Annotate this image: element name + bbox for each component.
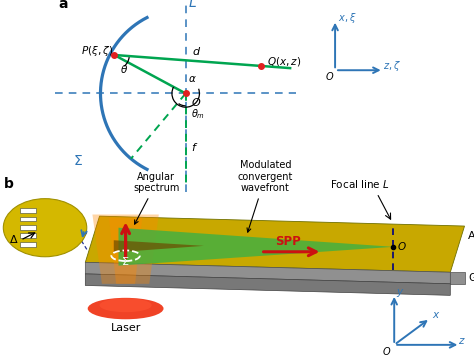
Text: $\Sigma$: $\Sigma$ (73, 154, 83, 168)
Polygon shape (118, 228, 393, 266)
Text: $z$: $z$ (458, 336, 466, 346)
Text: $O$: $O$ (191, 96, 201, 108)
Text: Focal line $L$: Focal line $L$ (330, 178, 390, 190)
Text: $P(\xi, \zeta)$: $P(\xi, \zeta)$ (81, 44, 113, 58)
Polygon shape (85, 216, 465, 272)
Text: a: a (58, 0, 67, 11)
Ellipse shape (100, 298, 152, 312)
Polygon shape (85, 274, 450, 295)
Text: Glass: Glass (468, 273, 474, 283)
Text: $\theta_m$: $\theta_m$ (191, 107, 205, 121)
Text: $z, \zeta$: $z, \zeta$ (383, 59, 401, 73)
Polygon shape (85, 262, 450, 284)
FancyBboxPatch shape (20, 233, 36, 238)
Text: $O$: $O$ (397, 240, 407, 252)
FancyBboxPatch shape (20, 225, 36, 230)
Text: $O$: $O$ (382, 346, 392, 358)
Polygon shape (92, 215, 159, 284)
Polygon shape (109, 218, 142, 284)
FancyBboxPatch shape (20, 208, 36, 213)
FancyBboxPatch shape (20, 242, 36, 246)
Text: SPP: SPP (275, 235, 301, 248)
Text: $\theta$: $\theta$ (120, 63, 128, 75)
Ellipse shape (88, 298, 164, 319)
Text: $f$: $f$ (191, 141, 199, 153)
Polygon shape (114, 240, 204, 252)
Text: $\Delta$: $\Delta$ (9, 233, 19, 245)
Text: Ag: Ag (468, 231, 474, 241)
Text: $\alpha$: $\alpha$ (189, 74, 197, 85)
Text: Laser: Laser (110, 323, 141, 333)
Text: $x$: $x$ (432, 310, 440, 320)
Text: $d$: $d$ (192, 45, 201, 57)
Text: $O$: $O$ (325, 70, 335, 82)
Circle shape (3, 199, 87, 257)
Text: $L$: $L$ (189, 0, 197, 10)
Text: $y$: $y$ (396, 287, 404, 299)
Text: $x, \xi$: $x, \xi$ (337, 11, 356, 25)
FancyBboxPatch shape (20, 217, 36, 221)
Text: $\Sigma$: $\Sigma$ (121, 255, 129, 267)
Text: b: b (4, 177, 14, 191)
Text: $Q(x, z)$: $Q(x, z)$ (267, 55, 301, 68)
Text: Angular
spectrum: Angular spectrum (133, 172, 180, 224)
Text: Modulated
convergent
wavefront: Modulated convergent wavefront (238, 160, 293, 232)
Polygon shape (450, 272, 465, 284)
